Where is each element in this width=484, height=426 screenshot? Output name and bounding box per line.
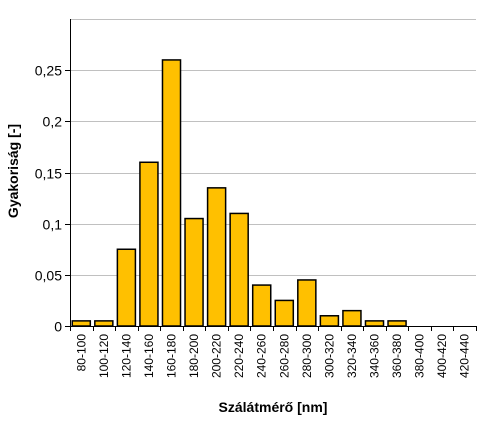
x-tick-label: 80-100 <box>74 334 88 372</box>
x-tick-label: 240-260 <box>255 334 269 378</box>
x-tick-label: 180-200 <box>187 334 201 378</box>
x-axis-title: Szálátmérő [nm] <box>219 399 328 415</box>
bars <box>71 59 407 327</box>
bar-340-360 <box>364 320 385 327</box>
y-tick-labels: 0 0,05 0,1 0,15 0,2 0,25 <box>35 63 62 335</box>
bar-100-120 <box>94 320 114 327</box>
axes <box>65 19 477 331</box>
bar-240-260 <box>251 284 272 327</box>
y-tick-label: 0 <box>54 319 62 335</box>
bar-260-280 <box>274 299 295 327</box>
x-tick-label: 160-180 <box>165 334 179 378</box>
y-axis-title: Gyakoriság [-] <box>5 124 21 218</box>
x-tick-label: 360-380 <box>390 334 404 378</box>
x-tick-label: 140-160 <box>142 334 156 378</box>
y-tick-label: 0,1 <box>43 217 63 233</box>
bar-200-220 <box>206 187 227 327</box>
bar-140-160 <box>139 161 159 327</box>
y-tick-label: 0,2 <box>43 114 63 130</box>
x-tick-labels: 80-100 100-120 120-140 140-160 160-180 180-20… <box>74 334 471 378</box>
x-tick-label: 220-240 <box>232 334 246 378</box>
bar-220-240 <box>229 212 249 327</box>
bar-160-180 <box>161 59 182 327</box>
bar-300-320 <box>319 315 340 327</box>
y-tick-label: 0,15 <box>35 166 62 182</box>
x-tick-label: 420-440 <box>458 334 472 378</box>
bar-80-100 <box>71 320 92 327</box>
x-tick-label: 200-220 <box>210 334 224 378</box>
x-tick-label: 120-140 <box>119 334 133 378</box>
x-tick-label: 260-280 <box>277 334 291 378</box>
x-tick-label: 380-400 <box>413 334 427 378</box>
bar-280-300 <box>297 279 317 327</box>
gridlines <box>70 19 476 276</box>
x-tick-label: 340-360 <box>368 334 382 378</box>
x-tick-label: 320-340 <box>345 334 359 378</box>
x-tick-label: 300-320 <box>322 334 336 378</box>
bar-120-140 <box>116 248 137 327</box>
bar-320-340 <box>342 309 362 327</box>
x-tick-label: 400-420 <box>435 334 449 378</box>
y-tick-label: 0,05 <box>35 268 62 284</box>
bar-360-380 <box>387 320 407 327</box>
x-tick-label: 100-120 <box>97 334 111 378</box>
y-tick-label: 0,25 <box>35 63 62 79</box>
bar-180-200 <box>184 217 204 327</box>
x-tick-label: 280-300 <box>300 334 314 378</box>
